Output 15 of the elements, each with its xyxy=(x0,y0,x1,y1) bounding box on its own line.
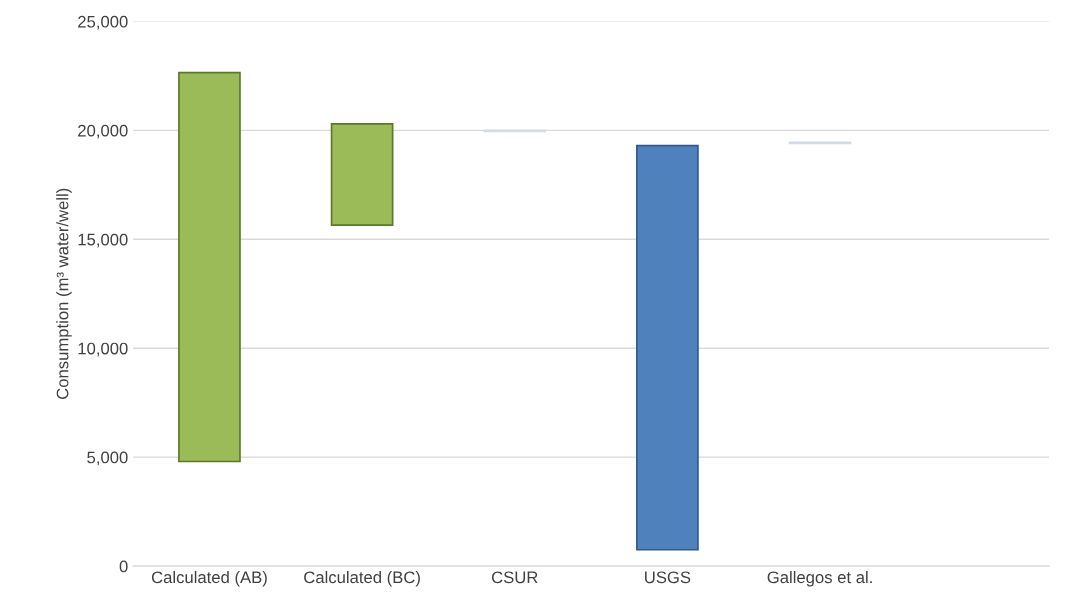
y-tick-label: 25,000 xyxy=(78,15,128,30)
y-tick-label: 15,000 xyxy=(78,233,128,248)
bar xyxy=(178,71,241,463)
x-tick-label: Calculated (AB) xyxy=(151,570,267,587)
y-tick-label: 5,000 xyxy=(87,451,128,466)
x-tick-label: USGS xyxy=(645,571,691,584)
bar xyxy=(330,122,394,226)
x-tick-label: Calculated (BC) xyxy=(304,570,420,587)
y-tick-label: 10,000 xyxy=(78,342,128,357)
y-tick-label: 20,000 xyxy=(78,124,128,139)
bar xyxy=(636,144,699,551)
x-tick-label: CSUR xyxy=(491,571,538,584)
y-tick-label: 0 xyxy=(119,560,128,573)
x-tick-label: Gallegos et al. xyxy=(767,570,872,587)
y-axis-title: Consumption (m³ water/well) xyxy=(56,188,72,399)
